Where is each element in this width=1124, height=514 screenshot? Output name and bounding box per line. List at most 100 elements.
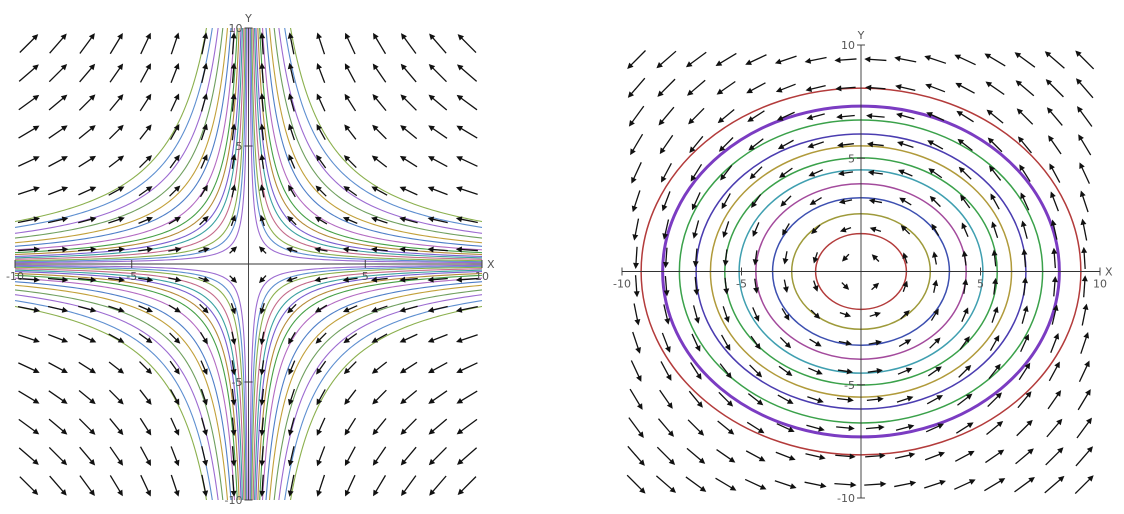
field-arrow-shaft bbox=[231, 474, 235, 493]
field-arrow bbox=[693, 276, 700, 296]
stream-line bbox=[15, 28, 240, 256]
stream-line bbox=[15, 28, 224, 239]
field-arrow-head bbox=[786, 398, 794, 404]
field-arrow-head bbox=[817, 397, 824, 404]
field-arrow-head bbox=[145, 459, 151, 467]
field-arrow-shaft bbox=[774, 480, 793, 488]
field-arrow-shaft bbox=[926, 396, 940, 405]
field-arrow-head bbox=[699, 485, 707, 492]
field-arrow-shaft bbox=[374, 475, 387, 494]
field-arrow-head bbox=[662, 233, 669, 240]
field-arrow-shaft bbox=[459, 334, 478, 342]
field-arrow bbox=[371, 155, 388, 168]
field-arrow-shaft bbox=[460, 476, 477, 493]
field-arrow bbox=[688, 107, 705, 125]
field-arrow bbox=[48, 333, 69, 343]
field-arrow-shaft bbox=[431, 157, 448, 168]
field-arrow bbox=[48, 125, 68, 139]
field-arrow-head bbox=[61, 156, 68, 162]
field-arrow bbox=[775, 83, 796, 93]
field-arrow-head bbox=[399, 246, 406, 253]
field-arrow-shaft bbox=[805, 453, 822, 459]
field-arrow bbox=[259, 62, 266, 84]
field-arrow-head bbox=[991, 221, 997, 229]
field-arrow-head bbox=[1021, 248, 1028, 255]
stream-line bbox=[254, 28, 482, 259]
field-arrow-head bbox=[288, 184, 294, 192]
field-arrow bbox=[1078, 360, 1090, 383]
field-arrow-shaft bbox=[170, 417, 178, 433]
field-arrow-head bbox=[316, 154, 323, 162]
field-arrow bbox=[201, 446, 209, 467]
field-arrow bbox=[49, 475, 67, 496]
field-arrow-head bbox=[344, 32, 351, 40]
field-arrow bbox=[17, 216, 41, 224]
field-arrow-shaft bbox=[804, 481, 823, 487]
field-arrow bbox=[230, 93, 237, 112]
field-arrow-shaft bbox=[374, 446, 387, 463]
field-arrow-head bbox=[457, 458, 464, 465]
field-arrow bbox=[140, 474, 151, 497]
field-arrow-head bbox=[89, 428, 96, 435]
field-arrow-head bbox=[696, 401, 703, 408]
field-arrow-head bbox=[656, 62, 663, 69]
field-arrow-head bbox=[32, 94, 40, 101]
field-arrow bbox=[686, 79, 706, 96]
field-arrow-head bbox=[89, 398, 96, 405]
field-arrow-head bbox=[344, 398, 351, 405]
y-axis-label: Y bbox=[244, 12, 252, 25]
field-arrow bbox=[316, 474, 326, 497]
field-arrow bbox=[1080, 218, 1088, 241]
field-arrow-shaft bbox=[898, 85, 916, 91]
field-arrow bbox=[342, 276, 358, 283]
field-arrow-head bbox=[288, 337, 294, 345]
field-arrow-shaft bbox=[835, 454, 852, 458]
field-arrow bbox=[168, 304, 182, 313]
field-arrow-head bbox=[61, 367, 68, 374]
field-arrow bbox=[400, 125, 418, 140]
field-arrow-head bbox=[372, 398, 379, 405]
field-arrow-shaft bbox=[18, 66, 37, 82]
field-arrow bbox=[315, 185, 327, 197]
field-arrow-head bbox=[202, 215, 209, 223]
field-arrow bbox=[456, 418, 478, 435]
field-arrow bbox=[1020, 192, 1030, 211]
field-arrow bbox=[428, 446, 447, 466]
field-arrow bbox=[373, 32, 387, 55]
field-arrow-head bbox=[314, 216, 322, 223]
field-arrow-head bbox=[866, 141, 874, 148]
field-arrow-head bbox=[344, 459, 351, 467]
x-tick-label: 10 bbox=[475, 270, 489, 283]
field-arrow-shaft bbox=[1019, 110, 1034, 125]
field-arrow bbox=[168, 216, 182, 225]
field-arrow-head bbox=[174, 216, 182, 223]
field-arrow-shaft bbox=[374, 96, 387, 112]
field-arrow bbox=[1075, 50, 1095, 70]
field-arrow bbox=[991, 221, 999, 238]
field-arrow bbox=[661, 332, 671, 353]
field-arrow-shaft bbox=[1047, 53, 1065, 69]
field-arrow-head bbox=[1016, 108, 1024, 115]
field-arrow-head bbox=[748, 144, 755, 151]
field-arrow-shaft bbox=[140, 474, 150, 494]
field-arrow bbox=[748, 138, 764, 151]
field-arrow-shaft bbox=[402, 187, 418, 196]
field-arrow-shaft bbox=[660, 106, 675, 123]
field-arrow bbox=[984, 53, 1006, 67]
field-arrow bbox=[229, 246, 238, 254]
field-arrow bbox=[752, 250, 759, 266]
field-arrow bbox=[230, 446, 237, 467]
field-arrow-shaft bbox=[459, 447, 478, 463]
field-arrow bbox=[986, 109, 1004, 124]
field-arrow bbox=[894, 55, 917, 63]
stream-line bbox=[15, 277, 236, 500]
field-arrow bbox=[259, 184, 266, 198]
field-arrow bbox=[1050, 191, 1059, 212]
field-arrow-head bbox=[729, 485, 737, 491]
field-arrow-shaft bbox=[632, 162, 642, 181]
field-arrow bbox=[867, 367, 883, 374]
field-arrow-head bbox=[1082, 303, 1089, 311]
field-arrow-shaft bbox=[346, 96, 357, 112]
field-arrow-head bbox=[456, 94, 464, 101]
field-arrow-head bbox=[286, 247, 293, 253]
